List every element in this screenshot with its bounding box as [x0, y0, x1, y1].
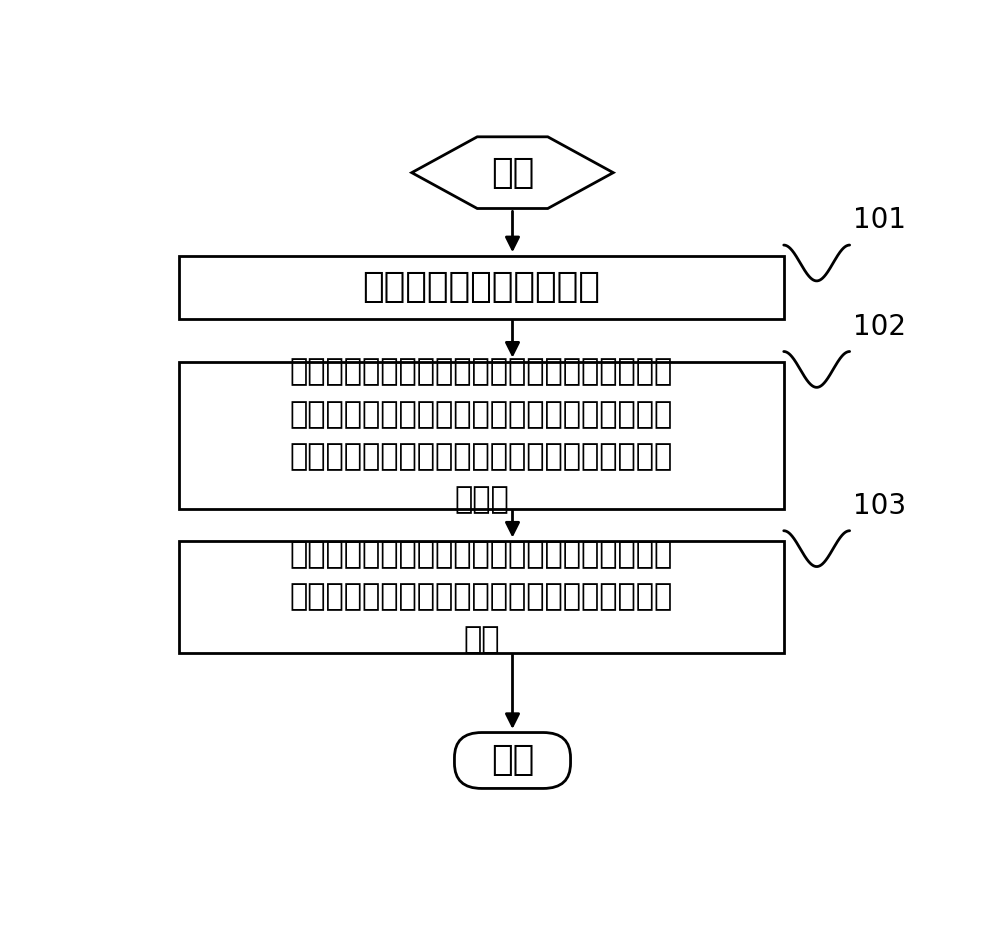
Text: 对于所述图像块中的每个像素点，将与其对应的
所述参考像素点的像素値确定为所述像素点的预
测値: 对于所述图像块中的每个像素点，将与其对应的 所述参考像素点的像素値确定为所述像素… — [290, 540, 673, 654]
Bar — [179, 362, 784, 509]
Text: 确定图像块的邻域像素点: 确定图像块的邻域像素点 — [363, 270, 600, 304]
Text: 从所述邻域像素点中分别确定与所述图像块中的
每个像素点对应的参考像素点，所述图像块中的
每个像素点与其对应的参考像素点位于同一预设
弧线上: 从所述邻域像素点中分别确定与所述图像块中的 每个像素点对应的参考像素点，所述图像… — [290, 358, 673, 515]
Text: 结束: 结束 — [491, 744, 534, 777]
Text: 102: 102 — [854, 313, 906, 341]
Text: 103: 103 — [854, 492, 907, 520]
Bar — [179, 256, 784, 319]
Text: 开始: 开始 — [491, 155, 534, 190]
Bar — [179, 542, 784, 653]
Text: 101: 101 — [854, 207, 906, 235]
Polygon shape — [412, 137, 613, 209]
FancyBboxPatch shape — [454, 733, 571, 789]
